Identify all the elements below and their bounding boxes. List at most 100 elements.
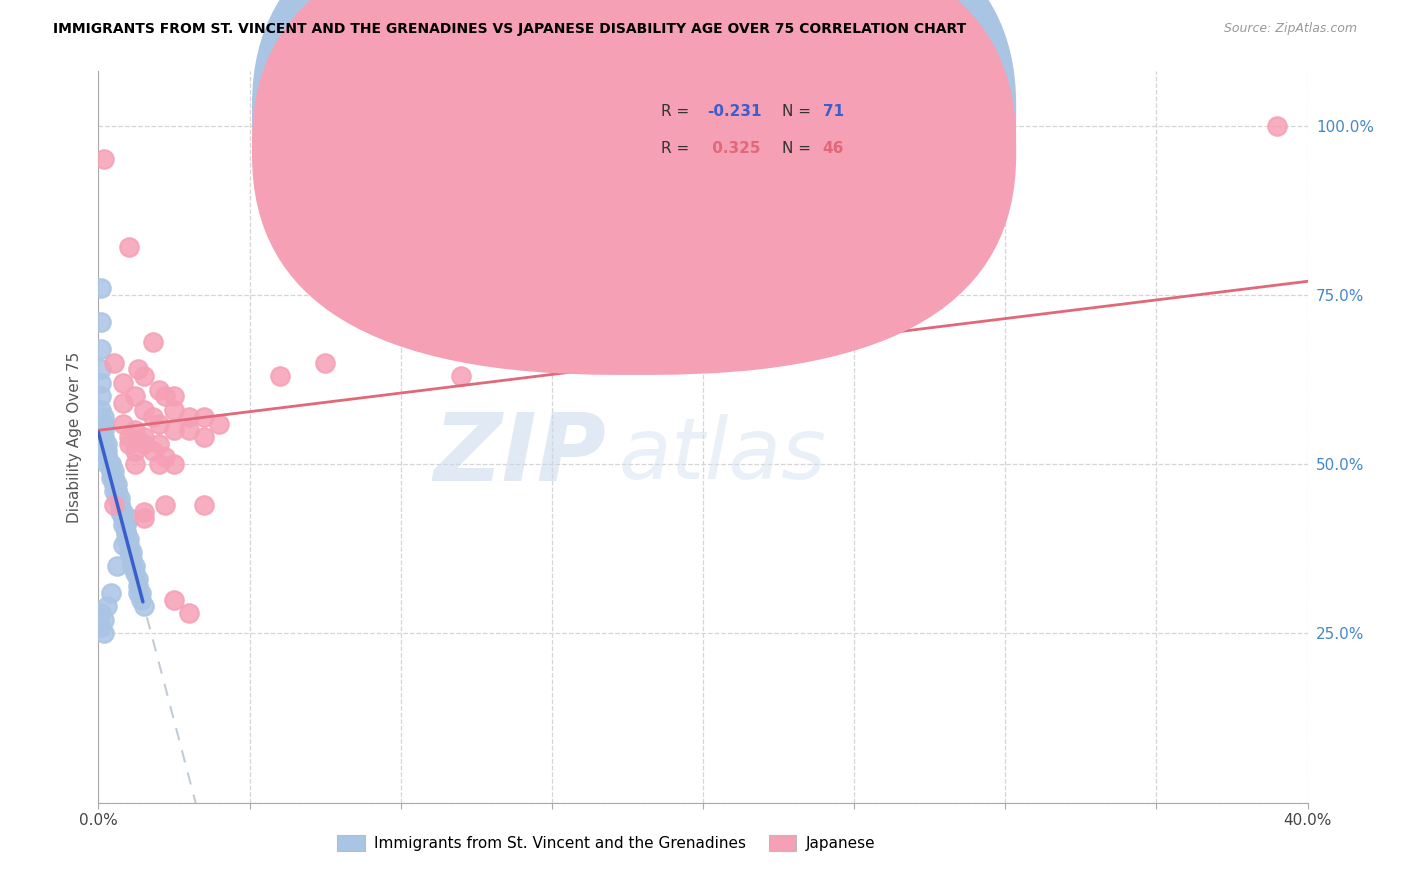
Point	[103, 484, 125, 499]
Point	[269, 369, 291, 384]
Text: 0.325: 0.325	[707, 141, 761, 156]
Point	[129, 586, 152, 600]
Point	[90, 389, 112, 403]
Point	[148, 457, 170, 471]
Point	[100, 464, 122, 478]
Point	[105, 477, 128, 491]
Point	[93, 417, 115, 431]
Point	[111, 417, 134, 431]
Point	[121, 552, 143, 566]
Point	[108, 505, 131, 519]
Point	[163, 592, 186, 607]
Point	[96, 457, 118, 471]
Point	[103, 498, 125, 512]
Point	[108, 491, 131, 505]
Point	[90, 430, 112, 444]
Point	[129, 592, 152, 607]
Point	[114, 518, 136, 533]
Point	[118, 437, 141, 451]
Legend: Immigrants from St. Vincent and the Grenadines, Japanese: Immigrants from St. Vincent and the Gren…	[332, 830, 882, 857]
Point	[111, 376, 134, 390]
Point	[103, 355, 125, 369]
Point	[124, 566, 146, 580]
Point	[142, 335, 165, 350]
Point	[148, 417, 170, 431]
Point	[450, 369, 472, 384]
Point	[96, 599, 118, 614]
Point	[179, 423, 201, 437]
Point	[96, 450, 118, 465]
Point	[103, 477, 125, 491]
Point	[124, 457, 146, 471]
Point	[142, 443, 165, 458]
Point	[127, 579, 149, 593]
Point	[111, 505, 134, 519]
FancyBboxPatch shape	[252, 0, 1017, 375]
Text: N =: N =	[782, 141, 815, 156]
Text: N =: N =	[782, 104, 815, 120]
Point	[100, 457, 122, 471]
Text: IMMIGRANTS FROM ST. VINCENT AND THE GRENADINES VS JAPANESE DISABILITY AGE OVER 7: IMMIGRANTS FROM ST. VINCENT AND THE GREN…	[53, 22, 967, 37]
Point	[121, 545, 143, 559]
Point	[100, 471, 122, 485]
Text: ZIP: ZIP	[433, 409, 606, 501]
Point	[90, 342, 112, 356]
Point	[118, 545, 141, 559]
Text: R =: R =	[661, 104, 693, 120]
Point	[179, 409, 201, 424]
Point	[103, 464, 125, 478]
Point	[132, 437, 155, 451]
Point	[148, 383, 170, 397]
Point	[124, 423, 146, 437]
Point	[100, 586, 122, 600]
Point	[93, 626, 115, 640]
Point	[118, 240, 141, 254]
Point	[132, 369, 155, 384]
Text: atlas: atlas	[619, 414, 827, 497]
Point	[90, 423, 112, 437]
Point	[114, 532, 136, 546]
Point	[153, 498, 176, 512]
Point	[163, 457, 186, 471]
Point	[193, 409, 215, 424]
Point	[179, 606, 201, 620]
Text: -0.231: -0.231	[707, 104, 761, 120]
Point	[111, 518, 134, 533]
Point	[118, 430, 141, 444]
Point	[124, 443, 146, 458]
Point	[103, 471, 125, 485]
Point	[153, 450, 176, 465]
Point	[153, 389, 176, 403]
Point	[118, 511, 141, 525]
Point	[127, 586, 149, 600]
Point	[90, 606, 112, 620]
Point	[314, 355, 336, 369]
Point	[118, 532, 141, 546]
Point	[100, 464, 122, 478]
Point	[103, 477, 125, 491]
Point	[93, 437, 115, 451]
Point	[93, 409, 115, 424]
Text: 46: 46	[823, 141, 844, 156]
Text: 71: 71	[823, 104, 844, 120]
Point	[108, 498, 131, 512]
Point	[111, 511, 134, 525]
FancyBboxPatch shape	[252, 0, 1017, 338]
Point	[193, 430, 215, 444]
Point	[105, 491, 128, 505]
Y-axis label: Disability Age Over 75: Disability Age Over 75	[67, 351, 83, 523]
Point	[114, 524, 136, 539]
Point	[193, 498, 215, 512]
Point	[132, 403, 155, 417]
Point	[93, 423, 115, 437]
Text: R =: R =	[661, 141, 693, 156]
Point	[105, 558, 128, 573]
Point	[127, 362, 149, 376]
Point	[93, 430, 115, 444]
Point	[105, 484, 128, 499]
Point	[105, 484, 128, 499]
Point	[93, 443, 115, 458]
Point	[96, 450, 118, 465]
Point	[148, 437, 170, 451]
Point	[90, 362, 112, 376]
